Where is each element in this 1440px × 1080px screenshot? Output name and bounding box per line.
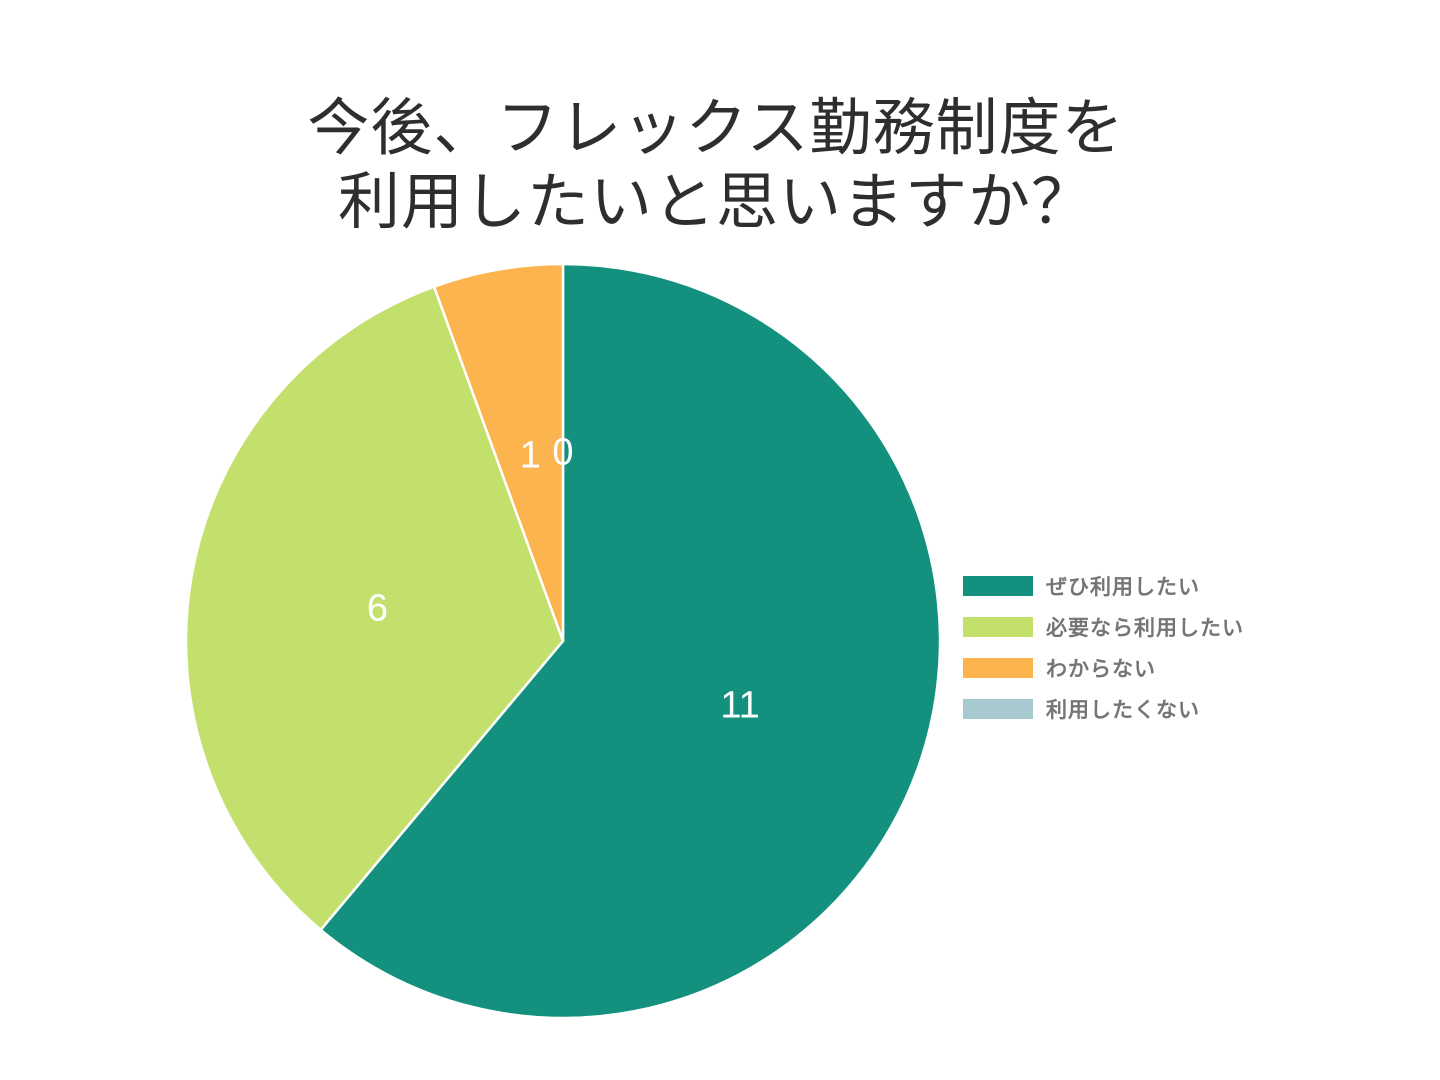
legend-swatch-3	[963, 658, 1033, 678]
pie-slice-1	[319, 262, 942, 1020]
legend-swatch-2	[963, 617, 1033, 637]
slice-value-label-1: 11	[720, 685, 759, 727]
legend: ぜひ利用したい必要なら利用したい わからない利用したくない	[963, 576, 1244, 722]
legend-label-1: ぜひ利用したい	[1046, 576, 1200, 599]
legend-label-4: 利用したくない	[1046, 699, 1200, 722]
legend-item-4: 利用したくない	[963, 699, 1244, 722]
pie-slice-2	[184, 285, 565, 932]
legend-label-2: 必要なら利用したい	[1046, 617, 1244, 640]
slice-value-label-4: 0	[552, 432, 573, 474]
legend-item-2: 必要なら利用したい	[963, 617, 1244, 640]
legend-item-1: ぜひ利用したい	[963, 576, 1244, 599]
chart-title: 今後、フレックス勤務制度を 利用したいと思いますか？	[0, 92, 1432, 240]
chart-title-line-1: 今後、フレックス勤務制度を	[307, 94, 1125, 163]
pie-slice-3	[432, 262, 565, 643]
slice-value-label-2: 6	[367, 587, 388, 629]
legend-swatch-4	[963, 699, 1033, 719]
legend-swatch-1	[963, 576, 1033, 596]
chart-title-line-2: 利用したいと思いますか？	[337, 168, 1094, 237]
legend-item-3: わからない	[963, 658, 1244, 681]
legend-label-3: わからない	[1046, 658, 1156, 681]
slice-value-label-3: 1	[520, 434, 541, 476]
